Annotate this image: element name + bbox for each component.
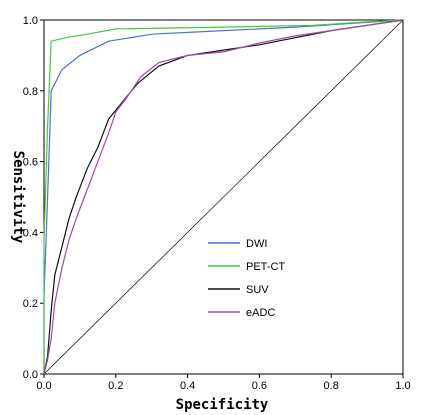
x-tick-label: 0.4: [180, 380, 195, 392]
series-line-suv: [43, 19, 404, 375]
legend-label-dwi: DWI: [246, 238, 267, 250]
x-tick-label: 0.2: [108, 380, 123, 392]
y-tick-label: 1.0: [23, 15, 38, 27]
y-tick-label: 0.2: [23, 298, 38, 310]
legend: DWI PET-CT SUV eADC: [208, 238, 285, 319]
plot-frame: [43, 19, 404, 375]
legend-label-suv: SUV: [246, 284, 269, 296]
series-line-eadc: [43, 19, 404, 375]
y-tick-label: 0.0: [23, 369, 38, 381]
reference-diagonal: [43, 19, 404, 375]
x-tick-label: 0.8: [324, 380, 339, 392]
x-tick-label: 0.6: [252, 380, 267, 392]
series-line-dwi: [43, 19, 404, 374]
x-tick-label: 1.0: [395, 380, 410, 392]
series-line-pet-ct: [43, 19, 404, 374]
legend-label-eadc: eADC: [246, 307, 275, 319]
x-axis-label: Specificity: [176, 397, 269, 413]
plot-area: 0.0 0.2 0.4 0.6 0.8 1.0 0.0 0.2 0.4 0.6 0.8 1.0: [23, 15, 411, 392]
x-tick-label: 0.0: [36, 380, 51, 392]
y-axis-label: Sensitivity: [10, 151, 26, 244]
y-tick-label: 0.6: [23, 157, 38, 169]
y-tick-label: 0.4: [23, 227, 38, 239]
y-tick-label: 0.8: [23, 86, 38, 98]
legend-label-pet-ct: PET-CT: [246, 261, 285, 273]
